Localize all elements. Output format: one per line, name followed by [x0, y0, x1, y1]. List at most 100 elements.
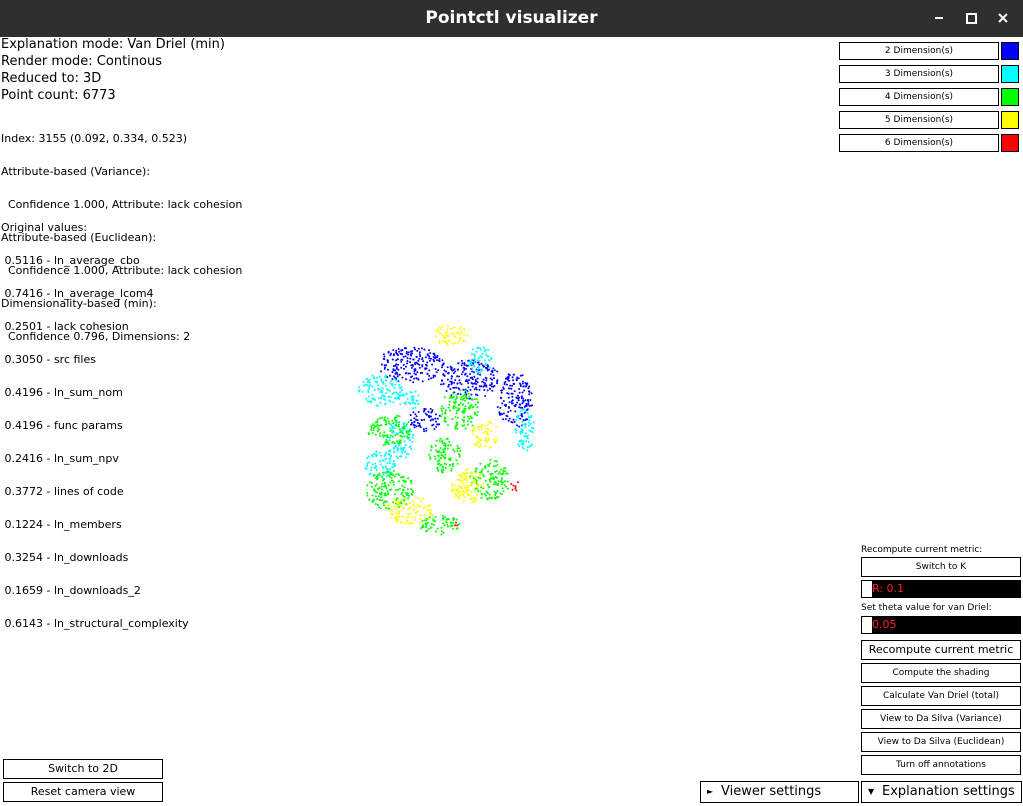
- point-mark: [403, 499, 405, 502]
- viewer-settings-toggle[interactable]: ► Viewer settings: [700, 781, 859, 803]
- legend-button-5d[interactable]: 5 Dimension(s): [839, 111, 999, 129]
- point-mark: [477, 476, 480, 479]
- legend-button-2d[interactable]: 2 Dimension(s): [839, 42, 999, 60]
- legend-button-4d[interactable]: 4 Dimension(s): [839, 88, 999, 106]
- point-mark: [522, 440, 525, 443]
- da-silva-variance-button[interactable]: View to Da Silva (Variance): [861, 709, 1021, 729]
- point-mark: [436, 460, 439, 463]
- point-mark: [405, 453, 408, 455]
- point-mark: [408, 502, 411, 505]
- point-mark: [362, 381, 365, 383]
- point-mark: [451, 465, 454, 468]
- point-mark: [517, 377, 520, 380]
- point-mark: [528, 421, 530, 424]
- recompute-metric-button[interactable]: Recompute current metric: [861, 640, 1021, 660]
- point-mark: [395, 349, 398, 352]
- point-mark: [489, 384, 492, 387]
- k-value-input[interactable]: R: 0.1: [861, 580, 1021, 598]
- point-mark: [480, 470, 483, 473]
- point-mark: [518, 425, 521, 428]
- close-icon[interactable]: [994, 9, 1012, 27]
- point-mark: [386, 434, 389, 436]
- point-mark: [394, 473, 397, 476]
- point-mark: [371, 463, 374, 466]
- point-mark: [442, 522, 445, 525]
- point-mark: [399, 435, 402, 438]
- point-mark: [453, 386, 456, 389]
- point-mark: [483, 350, 486, 353]
- point-mark: [449, 328, 452, 331]
- point-mark: [524, 432, 527, 435]
- point-mark: [419, 426, 422, 429]
- point-mark: [417, 411, 420, 413]
- point-mark: [471, 385, 474, 388]
- point-mark: [380, 424, 383, 427]
- da-silva-euclidean-button[interactable]: View to Da Silva (Euclidean): [861, 732, 1021, 752]
- point-mark: [473, 365, 476, 368]
- point-mark: [378, 375, 381, 378]
- point-mark: [374, 465, 377, 468]
- point-mark: [502, 387, 505, 390]
- point-mark: [437, 469, 440, 472]
- point-mark: [426, 529, 429, 532]
- point-mark: [451, 524, 454, 527]
- point-mark: [470, 496, 473, 499]
- point-mark: [490, 477, 493, 480]
- point-mark: [445, 463, 448, 466]
- point-mark: [477, 445, 480, 448]
- point-mark: [454, 425, 457, 428]
- minimize-icon[interactable]: [930, 9, 948, 27]
- point-mark: [464, 487, 466, 490]
- point-mark: [466, 375, 469, 378]
- point-mark: [476, 493, 478, 496]
- point-mark: [495, 425, 498, 428]
- point-mark: [450, 467, 453, 470]
- point-mark: [445, 334, 447, 337]
- switch-to-2d-button[interactable]: Switch to 2D: [3, 759, 163, 779]
- legend-button-3d[interactable]: 3 Dimension(s): [839, 65, 999, 83]
- point-mark: [386, 462, 389, 465]
- point-mark: [425, 526, 427, 529]
- point-mark: [456, 447, 459, 450]
- point-mark: [406, 357, 409, 360]
- point-mark: [411, 422, 413, 424]
- point-mark: [424, 408, 427, 411]
- point-mark: [413, 402, 416, 405]
- point-cloud-view[interactable]: [340, 320, 560, 550]
- point-mark: [463, 484, 466, 486]
- point-mark: [390, 352, 393, 355]
- point-mark: [382, 353, 385, 356]
- theta-value-input[interactable]: 0.05: [861, 616, 1021, 634]
- point-mark: [430, 357, 432, 360]
- point-mark: [462, 489, 465, 492]
- point-mark: [458, 479, 461, 481]
- point-mark: [415, 415, 418, 418]
- point-mark: [479, 385, 482, 388]
- point-mark: [495, 460, 498, 463]
- point-mark: [499, 468, 502, 471]
- legend-button-6d[interactable]: 6 Dimension(s): [839, 134, 999, 152]
- point-mark: [527, 387, 530, 390]
- point-mark: [500, 477, 503, 480]
- point-mark: [383, 434, 386, 437]
- maximize-icon[interactable]: [962, 9, 980, 27]
- reset-camera-button[interactable]: Reset camera view: [3, 782, 163, 802]
- point-mark: [383, 481, 386, 484]
- turn-off-annotations-button[interactable]: Turn off annotations: [861, 755, 1021, 775]
- explanation-settings-toggle[interactable]: ▼ Explanation settings: [861, 781, 1022, 803]
- compute-shading-button[interactable]: Compute the shading: [861, 663, 1021, 683]
- point-mark: [429, 419, 432, 422]
- point-mark: [455, 459, 458, 462]
- point-mark: [474, 427, 477, 430]
- point-mark: [366, 492, 369, 494]
- point-mark: [450, 469, 453, 472]
- point-mark: [387, 395, 390, 398]
- point-mark: [493, 369, 496, 372]
- point-mark: [387, 484, 390, 487]
- point-mark: [507, 410, 510, 413]
- point-mark: [521, 423, 524, 426]
- switch-to-k-button[interactable]: Switch to K: [861, 557, 1021, 577]
- calculate-van-driel-button[interactable]: Calculate Van Driel (total): [861, 686, 1021, 706]
- point-mark: [422, 507, 425, 510]
- point-mark: [402, 449, 405, 452]
